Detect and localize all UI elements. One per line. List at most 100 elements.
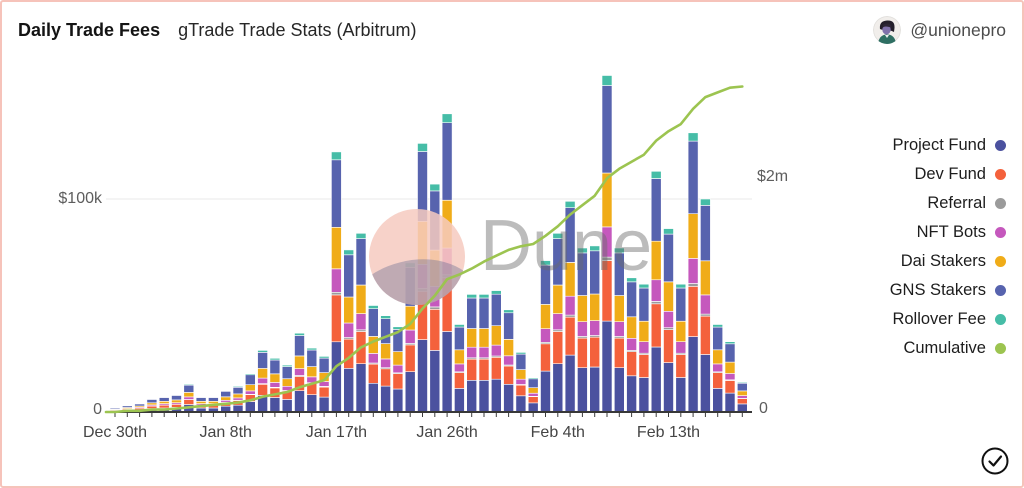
bar-segment[interactable] xyxy=(380,368,391,387)
bar-segment[interactable] xyxy=(663,362,674,413)
bar-segment[interactable] xyxy=(441,331,453,413)
author[interactable]: @unionepro xyxy=(873,16,1006,44)
bar-segment[interactable] xyxy=(515,395,527,413)
bar-segment[interactable] xyxy=(478,379,490,413)
bar-segment[interactable] xyxy=(700,205,711,262)
bar-segment[interactable] xyxy=(318,381,330,387)
bar-segment[interactable] xyxy=(294,332,305,336)
bar-segment[interactable] xyxy=(417,339,428,413)
bar-segment[interactable] xyxy=(675,341,687,354)
bar-segment[interactable] xyxy=(663,329,674,363)
legend-item-referral[interactable]: Referral xyxy=(927,189,1006,218)
bar-segment[interactable] xyxy=(294,368,305,376)
bar-segment[interactable] xyxy=(712,372,724,389)
bar-segment[interactable] xyxy=(601,85,613,174)
bar-segment[interactable] xyxy=(441,122,453,201)
bar-segment[interactable] xyxy=(700,294,711,315)
bar-segment[interactable] xyxy=(650,279,662,302)
bar-segment[interactable] xyxy=(638,287,650,322)
bar-segment[interactable] xyxy=(724,392,736,413)
bar-segment[interactable] xyxy=(232,400,244,406)
bar-segment[interactable] xyxy=(404,371,416,413)
bar-segment[interactable] xyxy=(540,343,551,372)
bar-segment[interactable] xyxy=(650,171,662,179)
bar-segment[interactable] xyxy=(183,383,195,386)
bar-segment[interactable] xyxy=(318,396,330,413)
bar-segment[interactable] xyxy=(158,400,170,404)
bar-segment[interactable] xyxy=(687,140,699,215)
bar-segment[interactable] xyxy=(577,295,588,323)
bar-segment[interactable] xyxy=(245,384,256,392)
bar-segment[interactable] xyxy=(515,353,527,370)
bar-segment[interactable] xyxy=(478,328,490,348)
bar-segment[interactable] xyxy=(158,404,170,409)
bar-segment[interactable] xyxy=(736,395,748,399)
bar-segment[interactable] xyxy=(318,386,330,398)
bar-segment[interactable] xyxy=(503,312,514,340)
bar-segment[interactable] xyxy=(281,366,293,380)
bar-segment[interactable] xyxy=(343,367,355,413)
bar-segment[interactable] xyxy=(331,151,342,161)
bar-segment[interactable] xyxy=(183,404,195,413)
bar-segment[interactable] xyxy=(220,396,231,401)
bar-segment[interactable] xyxy=(626,281,637,318)
bar-segment[interactable] xyxy=(392,364,404,374)
bar-segment[interactable] xyxy=(294,335,305,357)
bar-segment[interactable] xyxy=(638,354,650,378)
bar-segment[interactable] xyxy=(294,376,305,391)
bar-segment[interactable] xyxy=(724,343,736,363)
verified-check-icon[interactable] xyxy=(980,446,1010,476)
bar-segment[interactable] xyxy=(490,378,502,413)
bar-segment[interactable] xyxy=(269,373,281,383)
bar-segment[interactable] xyxy=(650,346,662,413)
bar-segment[interactable] xyxy=(367,308,379,337)
bar-segment[interactable] xyxy=(331,291,342,296)
bar-segment[interactable] xyxy=(540,370,551,413)
bar-segment[interactable] xyxy=(626,375,637,413)
bar-segment[interactable] xyxy=(454,363,465,373)
bar-segment[interactable] xyxy=(195,400,207,404)
bar-segment[interactable] xyxy=(527,402,539,413)
bar-segment[interactable] xyxy=(515,352,527,355)
bar-segment[interactable] xyxy=(515,384,527,397)
bar-segment[interactable] xyxy=(146,405,158,409)
bar-segment[interactable] xyxy=(613,321,625,337)
bar-segment[interactable] xyxy=(712,324,724,328)
bar-segment[interactable] xyxy=(638,320,650,342)
bar-segment[interactable] xyxy=(466,297,478,329)
bar-segment[interactable] xyxy=(392,373,404,390)
bar-segment[interactable] xyxy=(417,143,428,152)
bar-segment[interactable] xyxy=(527,387,539,394)
bar-segment[interactable] xyxy=(281,399,293,413)
bar-segment[interactable] xyxy=(736,382,748,384)
bar-segment[interactable] xyxy=(527,378,539,388)
bar-segment[interactable] xyxy=(626,316,637,339)
bar-segment[interactable] xyxy=(220,390,231,398)
bar-segment[interactable] xyxy=(589,320,601,336)
bar-segment[interactable] xyxy=(675,287,687,322)
bar-segment[interactable] xyxy=(700,198,711,206)
bar-segment[interactable] xyxy=(331,341,342,413)
bar-segment[interactable] xyxy=(245,401,256,413)
bar-segment[interactable] xyxy=(454,326,465,351)
legend-item-dai-stakers[interactable]: Dai Stakers xyxy=(901,247,1006,276)
bar-segment[interactable] xyxy=(367,305,379,310)
bar-segment[interactable] xyxy=(613,367,625,413)
bar-segment[interactable] xyxy=(429,183,441,192)
bar-segment[interactable] xyxy=(269,397,281,413)
bar-segment[interactable] xyxy=(318,372,330,382)
bar-segment[interactable] xyxy=(220,402,231,407)
bar-segment[interactable] xyxy=(663,281,674,312)
bar-segment[interactable] xyxy=(257,367,268,379)
bar-segment[interactable] xyxy=(429,308,441,351)
bar-segment[interactable] xyxy=(577,367,588,413)
bar-segment[interactable] xyxy=(355,331,367,365)
avatar[interactable] xyxy=(873,16,902,44)
bar-segment[interactable] xyxy=(245,373,256,376)
legend-item-cumulative[interactable]: Cumulative xyxy=(903,334,1006,363)
bar-segment[interactable] xyxy=(687,213,699,259)
bar-segment[interactable] xyxy=(712,388,724,413)
bar-segment[interactable] xyxy=(195,397,207,402)
bar-segment[interactable] xyxy=(454,324,465,328)
bar-segment[interactable] xyxy=(245,374,256,386)
